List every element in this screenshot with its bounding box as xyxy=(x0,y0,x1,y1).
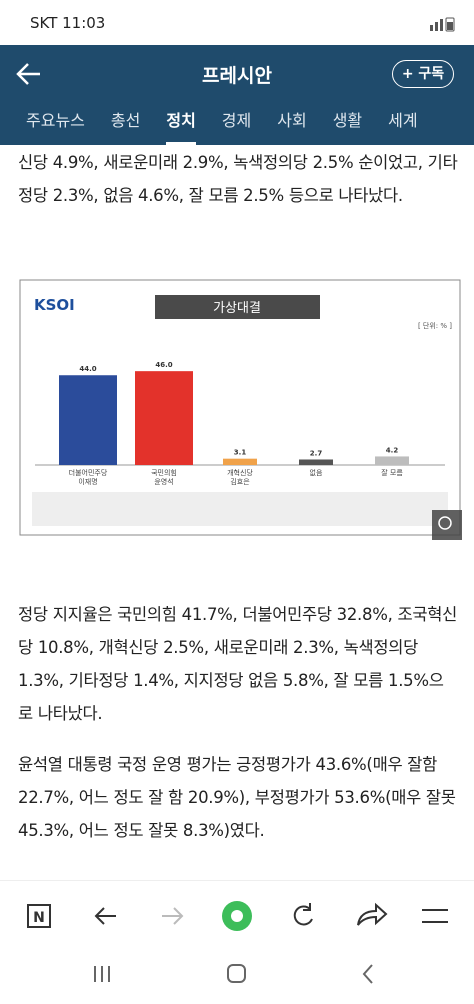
back-key[interactable] xyxy=(362,964,373,984)
tab[interactable]: 총선 xyxy=(110,111,141,130)
title-banner xyxy=(155,295,320,319)
unit-label: [ 단위: % ] xyxy=(418,321,452,330)
paragraph: 윤석열 대통령 국정 운영 평가는 긍정평가가 43.6%(매우 잘함 22.7… xyxy=(18,755,456,840)
refresh-button[interactable] xyxy=(293,903,313,926)
chart-title: 가상대결 xyxy=(213,301,261,316)
toolbar-icons: N xyxy=(27,901,448,931)
tab[interactable]: 세계 xyxy=(388,111,418,130)
tab[interactable]: 생활 xyxy=(332,111,363,130)
forward-nav[interactable] xyxy=(162,907,184,925)
status-icons xyxy=(430,17,455,32)
value-label: 4.2 xyxy=(386,446,399,454)
news-button[interactable] xyxy=(27,904,51,928)
tab[interactable]: 주요뉴스 xyxy=(26,111,85,130)
x-tick-label: 더불어민주당 xyxy=(69,468,108,477)
browser-toolbar: N xyxy=(0,880,474,951)
x-tick-label: 없음 xyxy=(310,469,323,477)
tab-bar: 주요뉴스 총선 정치 경제 사회 생활 세계 xyxy=(0,107,474,145)
bar xyxy=(59,375,117,465)
bar xyxy=(375,456,409,465)
paragraph: 신당 4.9%, 새로운미래 2.9%, 녹색정의당 2.5% 순이었고, 기타… xyxy=(18,153,458,205)
header-title: 프레시안 xyxy=(202,65,272,87)
svg-text:N: N xyxy=(33,910,45,926)
system-nav xyxy=(0,950,474,1000)
app-header: 프레시안 + 구독 주요뉴스 총선 정치 경제 사회 생활 세계 xyxy=(0,45,474,145)
bar xyxy=(299,459,333,465)
value-label: 44.0 xyxy=(79,365,96,373)
source-box xyxy=(32,492,448,526)
system-nav-icons xyxy=(94,964,373,984)
carrier-time: SKT 11:03 xyxy=(30,14,106,32)
status-bar: SKT 11:03 xyxy=(0,0,474,45)
value-label: 46.0 xyxy=(155,361,172,369)
subscribe-button[interactable]: + 구독 xyxy=(392,60,454,88)
back-button[interactable] xyxy=(14,61,44,87)
x-tick-label: 국민의힘 xyxy=(151,468,177,477)
x-tick-label: 이재명 xyxy=(78,477,97,486)
bar xyxy=(135,371,193,465)
tab[interactable]: 사회 xyxy=(277,111,307,130)
tab[interactable]: 정치 xyxy=(166,107,196,145)
home-key[interactable] xyxy=(227,964,246,983)
value-label: 2.7 xyxy=(310,449,323,457)
zoom-button[interactable] xyxy=(432,510,462,540)
x-tick-label: 윤영석 xyxy=(154,477,173,486)
bar xyxy=(223,458,257,465)
x-tick-label: 김효은 xyxy=(230,478,250,486)
chart-logo: KSOI xyxy=(34,296,75,314)
x-tick-label: 잘 모름 xyxy=(381,469,403,477)
paragraph: 정당 지지율은 국민의힘 41.7%, 더불어민주당 32.8%, 조국혁신당 … xyxy=(18,605,457,723)
value-label: 3.1 xyxy=(234,449,247,457)
x-tick-label: 개혁신당 xyxy=(227,468,253,477)
share-button[interactable] xyxy=(357,902,388,926)
back-nav[interactable] xyxy=(94,907,116,925)
recent-apps[interactable] xyxy=(94,966,110,982)
zoom-icon xyxy=(438,516,452,530)
menu-button[interactable] xyxy=(422,909,448,923)
tab[interactable]: 경제 xyxy=(221,111,252,130)
